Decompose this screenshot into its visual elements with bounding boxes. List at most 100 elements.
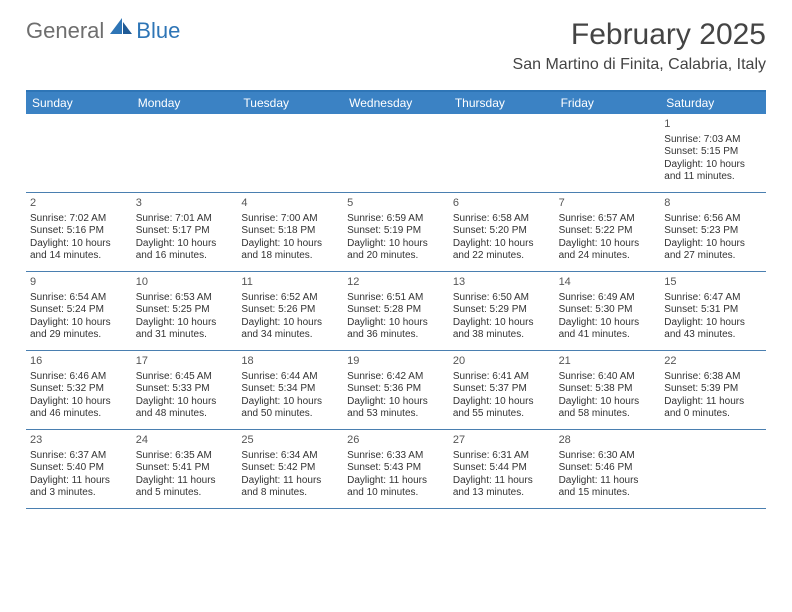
daylight-line: Daylight: 11 hours: [453, 475, 551, 488]
weekday-header: Sunday: [26, 92, 132, 114]
daylight-line: Daylight: 10 hours: [559, 238, 657, 251]
sunrise-line: Sunrise: 6:42 AM: [347, 371, 445, 384]
day-cell: [237, 114, 343, 192]
day-cell: [660, 430, 766, 508]
day-number: 20: [453, 355, 551, 369]
sunset-line: Sunset: 5:44 PM: [453, 462, 551, 475]
day-cell: 12Sunrise: 6:51 AMSunset: 5:28 PMDayligh…: [343, 272, 449, 350]
logo-text-general: General: [26, 18, 104, 44]
daylight-line: and 5 minutes.: [136, 487, 234, 500]
daylight-line: Daylight: 10 hours: [347, 396, 445, 409]
sunset-line: Sunset: 5:19 PM: [347, 225, 445, 238]
daylight-line: and 31 minutes.: [136, 329, 234, 342]
header: General Blue February 2025 San Martino d…: [0, 0, 792, 82]
day-cell: 28Sunrise: 6:30 AMSunset: 5:46 PMDayligh…: [555, 430, 661, 508]
day-number: 15: [664, 276, 762, 290]
daylight-line: and 13 minutes.: [453, 487, 551, 500]
day-cell: 9Sunrise: 6:54 AMSunset: 5:24 PMDaylight…: [26, 272, 132, 350]
day-cell: 20Sunrise: 6:41 AMSunset: 5:37 PMDayligh…: [449, 351, 555, 429]
month-title: February 2025: [513, 18, 766, 52]
weekday-header: Monday: [132, 92, 238, 114]
day-cell: 25Sunrise: 6:34 AMSunset: 5:42 PMDayligh…: [237, 430, 343, 508]
weekday-header: Thursday: [449, 92, 555, 114]
sunset-line: Sunset: 5:33 PM: [136, 383, 234, 396]
sunrise-line: Sunrise: 6:40 AM: [559, 371, 657, 384]
day-cell: [132, 114, 238, 192]
daylight-line: Daylight: 10 hours: [136, 238, 234, 251]
daylight-line: Daylight: 10 hours: [664, 159, 762, 172]
sunrise-line: Sunrise: 6:58 AM: [453, 213, 551, 226]
day-cell: 16Sunrise: 6:46 AMSunset: 5:32 PMDayligh…: [26, 351, 132, 429]
daylight-line: and 50 minutes.: [241, 408, 339, 421]
daylight-line: Daylight: 11 hours: [347, 475, 445, 488]
daylight-line: and 43 minutes.: [664, 329, 762, 342]
week-row: 9Sunrise: 6:54 AMSunset: 5:24 PMDaylight…: [26, 272, 766, 351]
daylight-line: and 3 minutes.: [30, 487, 128, 500]
sunset-line: Sunset: 5:26 PM: [241, 304, 339, 317]
sunset-line: Sunset: 5:18 PM: [241, 225, 339, 238]
sunrise-line: Sunrise: 6:30 AM: [559, 450, 657, 463]
day-number: 11: [241, 276, 339, 290]
day-number: 8: [664, 197, 762, 211]
sunset-line: Sunset: 5:24 PM: [30, 304, 128, 317]
sunrise-line: Sunrise: 6:57 AM: [559, 213, 657, 226]
day-number: 10: [136, 276, 234, 290]
daylight-line: and 8 minutes.: [241, 487, 339, 500]
day-cell: 14Sunrise: 6:49 AMSunset: 5:30 PMDayligh…: [555, 272, 661, 350]
weekday-header-row: Sunday Monday Tuesday Wednesday Thursday…: [26, 92, 766, 114]
daylight-line: Daylight: 10 hours: [241, 317, 339, 330]
day-cell: 8Sunrise: 6:56 AMSunset: 5:23 PMDaylight…: [660, 193, 766, 271]
week-row: 2Sunrise: 7:02 AMSunset: 5:16 PMDaylight…: [26, 193, 766, 272]
daylight-line: Daylight: 10 hours: [664, 317, 762, 330]
daylight-line: and 15 minutes.: [559, 487, 657, 500]
daylight-line: and 14 minutes.: [30, 250, 128, 263]
sunset-line: Sunset: 5:25 PM: [136, 304, 234, 317]
weekday-header: Tuesday: [237, 92, 343, 114]
day-cell: 10Sunrise: 6:53 AMSunset: 5:25 PMDayligh…: [132, 272, 238, 350]
daylight-line: and 58 minutes.: [559, 408, 657, 421]
day-cell: [449, 114, 555, 192]
day-number: 13: [453, 276, 551, 290]
sunset-line: Sunset: 5:38 PM: [559, 383, 657, 396]
sunrise-line: Sunrise: 6:33 AM: [347, 450, 445, 463]
daylight-line: Daylight: 10 hours: [453, 238, 551, 251]
sunrise-line: Sunrise: 6:37 AM: [30, 450, 128, 463]
sunrise-line: Sunrise: 6:45 AM: [136, 371, 234, 384]
day-cell: 24Sunrise: 6:35 AMSunset: 5:41 PMDayligh…: [132, 430, 238, 508]
sunrise-line: Sunrise: 7:02 AM: [30, 213, 128, 226]
sunrise-line: Sunrise: 6:46 AM: [30, 371, 128, 384]
sunset-line: Sunset: 5:37 PM: [453, 383, 551, 396]
sunrise-line: Sunrise: 6:35 AM: [136, 450, 234, 463]
logo-text-blue: Blue: [136, 18, 180, 44]
week-row: 1Sunrise: 7:03 AMSunset: 5:15 PMDaylight…: [26, 114, 766, 193]
day-number: 6: [453, 197, 551, 211]
day-number: 5: [347, 197, 445, 211]
daylight-line: and 16 minutes.: [136, 250, 234, 263]
week-row: 23Sunrise: 6:37 AMSunset: 5:40 PMDayligh…: [26, 430, 766, 509]
daylight-line: Daylight: 10 hours: [30, 317, 128, 330]
sunrise-line: Sunrise: 6:51 AM: [347, 292, 445, 305]
sunset-line: Sunset: 5:16 PM: [30, 225, 128, 238]
day-number: 24: [136, 434, 234, 448]
daylight-line: and 24 minutes.: [559, 250, 657, 263]
day-number: 18: [241, 355, 339, 369]
day-number: 9: [30, 276, 128, 290]
daylight-line: and 20 minutes.: [347, 250, 445, 263]
day-cell: 15Sunrise: 6:47 AMSunset: 5:31 PMDayligh…: [660, 272, 766, 350]
sunset-line: Sunset: 5:20 PM: [453, 225, 551, 238]
daylight-line: Daylight: 10 hours: [347, 238, 445, 251]
daylight-line: Daylight: 10 hours: [664, 238, 762, 251]
sunrise-line: Sunrise: 6:50 AM: [453, 292, 551, 305]
daylight-line: and 18 minutes.: [241, 250, 339, 263]
daylight-line: Daylight: 11 hours: [30, 475, 128, 488]
daylight-line: Daylight: 11 hours: [664, 396, 762, 409]
sunrise-line: Sunrise: 6:47 AM: [664, 292, 762, 305]
daylight-line: Daylight: 10 hours: [453, 396, 551, 409]
day-cell: 22Sunrise: 6:38 AMSunset: 5:39 PMDayligh…: [660, 351, 766, 429]
daylight-line: Daylight: 11 hours: [136, 475, 234, 488]
sunrise-line: Sunrise: 6:38 AM: [664, 371, 762, 384]
daylight-line: Daylight: 10 hours: [136, 317, 234, 330]
sunset-line: Sunset: 5:43 PM: [347, 462, 445, 475]
daylight-line: and 27 minutes.: [664, 250, 762, 263]
daylight-line: and 53 minutes.: [347, 408, 445, 421]
